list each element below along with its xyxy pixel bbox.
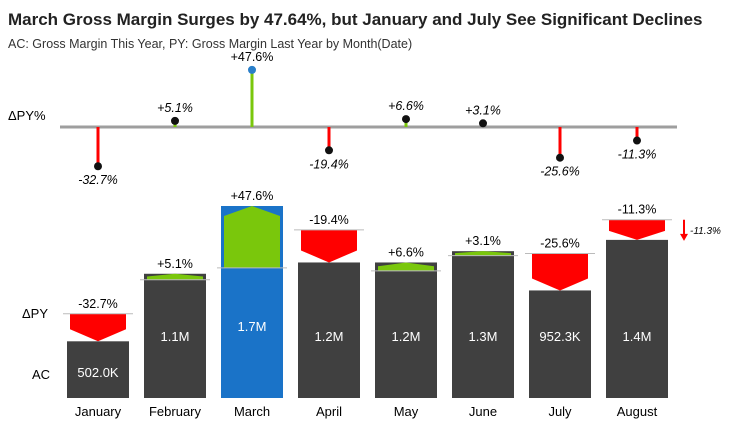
dpy-label: -19.4% [309, 213, 349, 227]
chart-title: March Gross Margin Surges by 47.64%, but… [8, 10, 703, 29]
ac-bar [529, 290, 591, 398]
ac-value-label: 1.2M [392, 329, 421, 344]
dpy-delta-shape [609, 219, 665, 240]
dpy-pct-pin-head [325, 146, 333, 155]
ac-value-label: 1.1M [161, 329, 190, 344]
ac-value-label: 1.4M [623, 329, 652, 344]
ac-bar [144, 273, 206, 398]
ac-value-label: 952.3K [539, 329, 581, 344]
ac-value-label: 1.3M [469, 329, 498, 344]
dpy-pct-label: +5.1% [157, 101, 193, 115]
dpy-delta-shape [301, 229, 357, 263]
dpy-label: -25.6% [540, 236, 580, 250]
dpy-pct-pin-head [171, 116, 179, 125]
row-label-dpy-pct: ΔPY% [8, 108, 46, 123]
dpy-label: -32.7% [78, 297, 118, 311]
ac-value-label: 502.0K [77, 365, 119, 380]
dpy-label: +47.6% [231, 189, 274, 203]
dpy-pct-pin-head [94, 162, 102, 171]
dpy-delta-shape [224, 206, 280, 268]
dpy-delta-shape [455, 251, 511, 256]
category-label: July [548, 404, 572, 419]
category-label: May [394, 404, 419, 419]
dpy-pct-pin-head [633, 136, 641, 145]
side-annotation-label: -11.3% [690, 226, 721, 237]
dpy-delta-shape [378, 262, 434, 271]
dpy-pct-label: -32.7% [78, 173, 118, 187]
dpy-pct-label: -11.3% [618, 148, 657, 162]
dpy-delta-shape [70, 313, 126, 342]
ac-bar [375, 262, 437, 398]
dpy-pct-label: +3.1% [465, 103, 501, 117]
ac-value-label: 1.7M [238, 319, 267, 334]
dpy-label: +5.1% [157, 257, 193, 271]
dpy-label: +6.6% [388, 245, 424, 259]
dpy-pct-pin-head [402, 115, 410, 124]
dpy-label: -11.3% [618, 203, 657, 217]
ac-bar [606, 239, 668, 398]
ac-value-label: 1.2M [315, 329, 344, 344]
dpy-pct-label: -25.6% [540, 165, 580, 179]
row-label-dpy: ΔPY [22, 306, 48, 321]
ac-bar [67, 341, 129, 398]
category-label: March [234, 404, 270, 419]
category-label: April [316, 404, 342, 419]
dpy-pct-label: -19.4% [309, 157, 349, 171]
dpy-pct-pin-head [248, 65, 256, 74]
ac-bar [298, 262, 360, 398]
chart-subtitle: AC: Gross Margin This Year, PY: Gross Ma… [8, 37, 413, 51]
category-label: February [149, 404, 202, 419]
category-label: August [617, 404, 658, 419]
dpy-delta-shape [532, 253, 588, 291]
dpy-delta-shape [147, 273, 203, 280]
dpy-label: +3.1% [465, 234, 501, 248]
dpy-pct-label: +47.6% [231, 50, 274, 64]
row-label-ac: AC [32, 367, 50, 382]
side-arrow-head [680, 233, 688, 241]
dpy-pct-pin-head [479, 119, 487, 128]
ac-bar [452, 251, 514, 398]
category-label: January [75, 404, 122, 419]
category-label: June [469, 404, 497, 419]
dpy-pct-label: +6.6% [388, 99, 424, 113]
dpy-pct-pin-head [556, 153, 564, 162]
